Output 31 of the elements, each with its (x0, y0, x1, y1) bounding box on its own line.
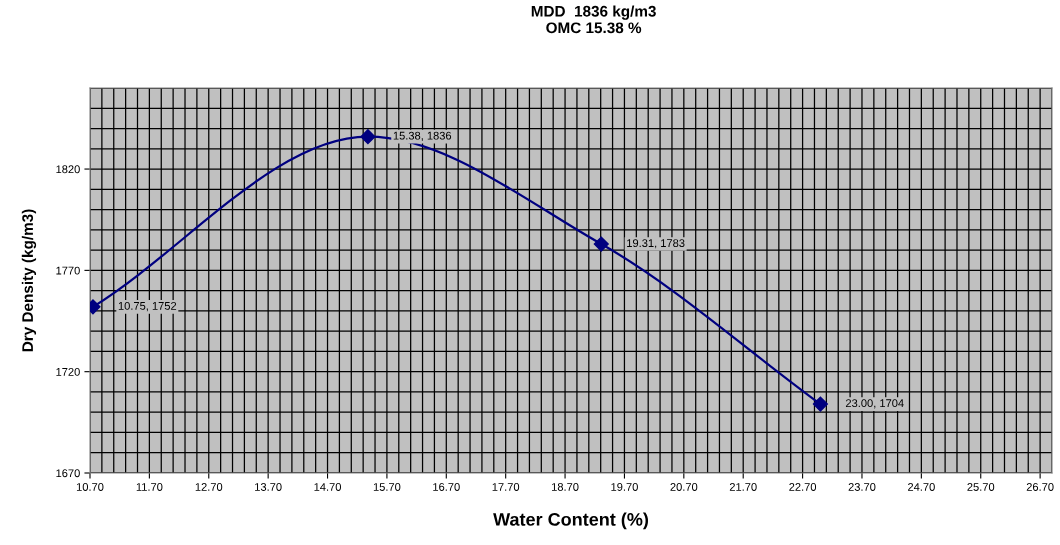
x-tick-label: 13.70 (255, 483, 282, 491)
x-tick-label: 11.70 (136, 483, 163, 491)
chart-title: MDD 1836 kg/m3 OMC 15.38 % (531, 5, 656, 34)
x-tick-label: 24.70 (908, 483, 935, 491)
annotation: 19.31, 1783 (627, 239, 685, 249)
x-tick-label: 10.70 (76, 483, 104, 491)
x-tick-label: 16.70 (433, 483, 460, 491)
x-tick-label: 12.70 (195, 483, 223, 491)
x-tick-label: 22.70 (789, 483, 817, 491)
y-tick-label: 1720 (56, 367, 80, 376)
x-tick-label: 21.70 (729, 483, 757, 491)
point (593, 236, 609, 252)
point (812, 396, 828, 412)
x-tick-label: 18.70 (552, 483, 579, 491)
y-tick-label: 1670 (56, 469, 80, 478)
x-tick-label: 17.70 (492, 483, 520, 491)
annotation: 23.00, 1704 (845, 399, 904, 409)
x-tick-label: 25.70 (967, 483, 995, 491)
x-tick-label: 15.70 (373, 483, 401, 491)
annotation: 15.38, 1836 (393, 131, 452, 141)
annotation: 10.75, 1752 (118, 301, 177, 312)
y-axis-title: Dry Density (kg/m3) (21, 209, 37, 352)
point (360, 129, 376, 145)
y-tick-label: 1820 (56, 165, 80, 174)
x-tick-label: 20.70 (670, 483, 698, 491)
x-tick-label: 19.70 (611, 483, 638, 491)
x-tick-label: 23.70 (848, 483, 876, 491)
x-axis-title: Water Content (%) (493, 512, 648, 530)
x-tick-label: 26.70 (1026, 483, 1054, 491)
y-tick-label: 1770 (56, 266, 80, 275)
x-tick-label: 14.70 (314, 483, 341, 491)
